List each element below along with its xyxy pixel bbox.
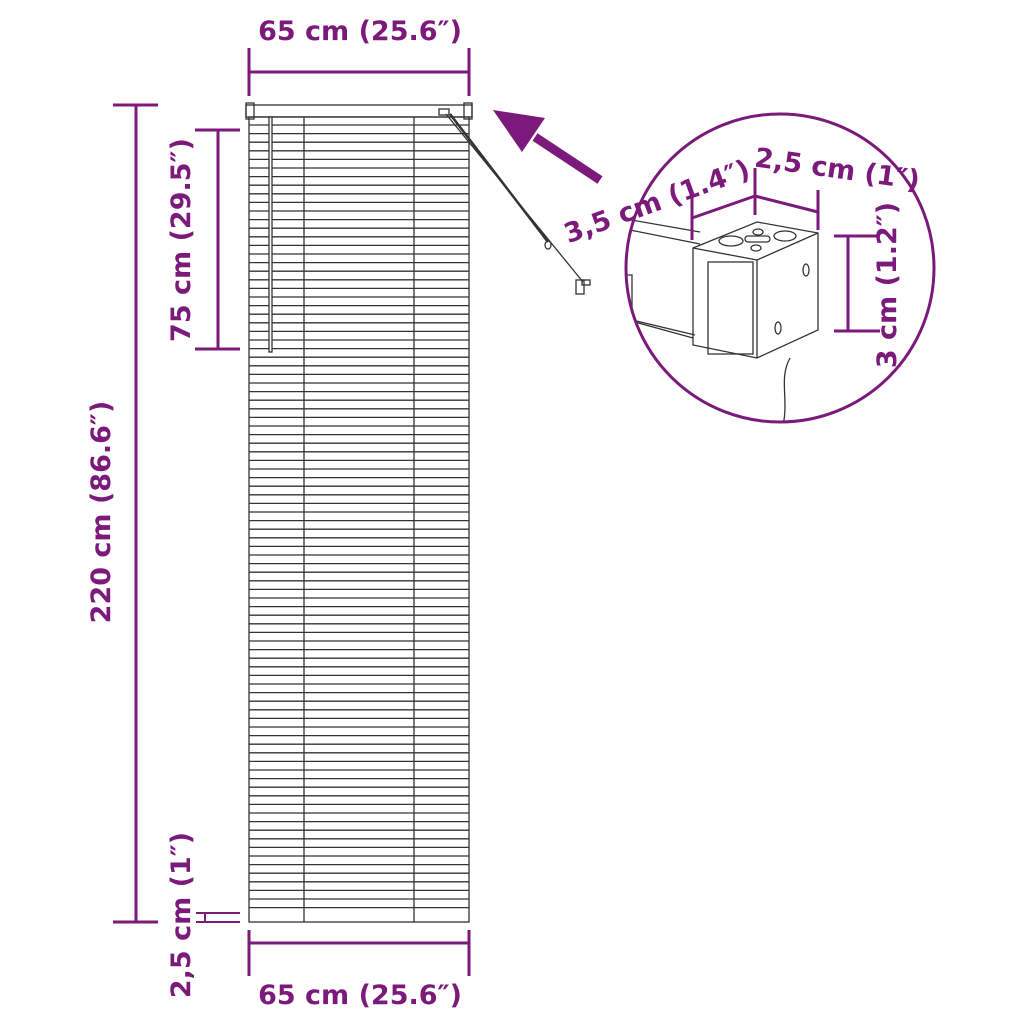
magnifier-circle bbox=[624, 112, 936, 424]
tilt-wand bbox=[268, 116, 273, 353]
arrow-icon bbox=[493, 110, 603, 184]
slat-stack bbox=[248, 116, 470, 923]
total-height-label: 220 cm (86.6″) bbox=[86, 401, 117, 624]
top-width-label: 65 cm (25.6″) bbox=[258, 16, 462, 47]
bottom-rail-label: 2,5 cm (1″) bbox=[166, 832, 197, 998]
total-height-dimension: 220 cm (86.6″) bbox=[86, 103, 158, 924]
cord-length-dimension: 75 cm (29.5″) bbox=[166, 128, 240, 351]
cord-tassel bbox=[575, 279, 585, 295]
bottom-rail-dimension: 2,5 cm (1″) bbox=[166, 832, 240, 998]
top-width-dimension: 65 cm (25.6″) bbox=[247, 16, 471, 96]
venetian-blind bbox=[245, 102, 591, 923]
bottom-width-dimension: 65 cm (25.6″) bbox=[247, 930, 471, 1011]
bracket-height-label: 3 cm (1.2″) bbox=[872, 202, 903, 368]
bracket-detail: 3,5 cm (1.4″) 2,5 cm (1″) 3 cm (1.2″) bbox=[560, 112, 936, 424]
cord-length-label: 75 cm (29.5″) bbox=[166, 138, 197, 342]
bottom-width-label: 65 cm (25.6″) bbox=[258, 980, 462, 1011]
bracket-width-label: 2,5 cm (1″) bbox=[753, 143, 922, 197]
